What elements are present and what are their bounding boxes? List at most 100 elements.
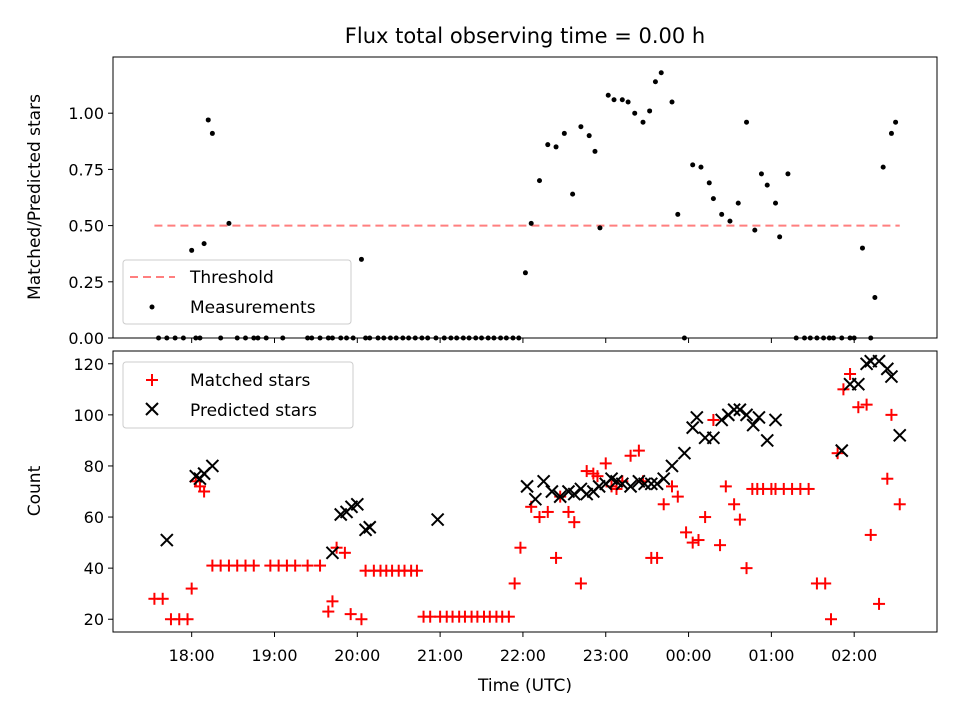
bottom-y-label: Count bbox=[25, 465, 45, 516]
predicted-point bbox=[358, 523, 373, 537]
measurement-point bbox=[485, 335, 491, 341]
predicted-point bbox=[615, 477, 630, 491]
measurement-point bbox=[325, 335, 331, 341]
matched-point bbox=[568, 516, 581, 529]
matched-point bbox=[301, 559, 314, 572]
predicted-point bbox=[205, 459, 220, 473]
predicted-point bbox=[835, 443, 849, 458]
predicted-point bbox=[363, 520, 377, 534]
matched-point bbox=[831, 447, 844, 460]
measurement-point bbox=[640, 119, 646, 125]
measurement-point bbox=[387, 335, 393, 341]
matched-point bbox=[733, 513, 746, 526]
measurement-point bbox=[830, 335, 836, 341]
measurement-point bbox=[545, 142, 551, 148]
predicted-point bbox=[553, 489, 567, 504]
measurement-point bbox=[681, 335, 687, 341]
predicted-point bbox=[685, 420, 700, 435]
predicted-point bbox=[430, 512, 445, 527]
measurement-point bbox=[597, 225, 603, 231]
measurements-legend-label: Measurements bbox=[190, 298, 316, 318]
measurement-point bbox=[473, 335, 479, 341]
predicted-point bbox=[733, 403, 747, 417]
measurement-point bbox=[344, 335, 350, 341]
matched-point bbox=[502, 610, 515, 623]
top-y-tick-label: 1.00 bbox=[68, 104, 104, 123]
matched-point bbox=[580, 465, 593, 478]
matched-point bbox=[885, 408, 898, 421]
measurement-point bbox=[821, 335, 827, 341]
measurement-point bbox=[847, 335, 853, 341]
measurement-point bbox=[570, 191, 576, 197]
measurement-point bbox=[189, 247, 195, 253]
measurement-point bbox=[839, 335, 845, 341]
bottom-plot-frame bbox=[112, 350, 938, 633]
matched-point bbox=[671, 490, 684, 503]
predicted-point bbox=[665, 459, 679, 473]
measurement-point bbox=[460, 335, 466, 341]
measurement-point bbox=[690, 162, 696, 168]
measurement-point bbox=[851, 335, 857, 341]
matched-point bbox=[355, 613, 368, 626]
matched-point bbox=[156, 592, 169, 605]
measurement-point bbox=[592, 148, 598, 154]
matched-point bbox=[881, 472, 894, 485]
matched-point bbox=[864, 528, 877, 541]
bottom-x-tick-label: 19:00 bbox=[251, 646, 297, 665]
measurement-point bbox=[419, 335, 425, 341]
bottom-legend: Matched stars Predicted stars bbox=[122, 361, 354, 429]
matched-point bbox=[185, 582, 198, 595]
predicted-legend-swatch bbox=[145, 402, 159, 416]
measurement-point bbox=[735, 200, 741, 206]
measurement-point bbox=[255, 335, 261, 341]
predicted-series bbox=[160, 354, 907, 560]
matched-point bbox=[651, 551, 664, 564]
measurement-point bbox=[807, 335, 813, 341]
measurement-point bbox=[632, 110, 638, 116]
matched-point bbox=[719, 480, 732, 493]
predicted-point bbox=[644, 477, 658, 491]
bottom-x-tick-label: 00:00 bbox=[666, 646, 712, 665]
measurement-point bbox=[197, 335, 203, 341]
predicted-point bbox=[623, 479, 638, 494]
measurement-point bbox=[498, 335, 504, 341]
measurement-point bbox=[363, 335, 369, 341]
measurement-point bbox=[263, 335, 269, 341]
measurement-point bbox=[510, 335, 516, 341]
matched-legend-swatch bbox=[146, 374, 158, 386]
measurement-point bbox=[826, 335, 832, 341]
predicted-point bbox=[752, 410, 766, 425]
top-y-tick-label: 0.25 bbox=[68, 273, 104, 292]
bottom-y-tick-label: 20 bbox=[84, 610, 104, 629]
matched-point bbox=[289, 559, 302, 572]
matched-point bbox=[338, 546, 351, 559]
x-axis-label: Time (UTC) bbox=[477, 676, 572, 696]
bottom-y-tick-label: 120 bbox=[73, 355, 104, 374]
measurement-point bbox=[218, 335, 224, 341]
matched-point bbox=[657, 498, 670, 511]
measurement-point bbox=[180, 335, 186, 341]
matched-point bbox=[893, 498, 906, 511]
matched-point bbox=[550, 551, 563, 564]
matched-point bbox=[198, 485, 211, 498]
measurement-point bbox=[868, 335, 874, 341]
matched-point bbox=[740, 562, 753, 575]
measurement-point bbox=[305, 335, 311, 341]
matched-point bbox=[632, 444, 645, 457]
top-legend: Threshold Measurements bbox=[122, 259, 352, 325]
measurement-point bbox=[698, 164, 704, 170]
matched-point bbox=[852, 401, 865, 414]
measurement-point bbox=[433, 335, 439, 341]
predicted-point bbox=[160, 533, 174, 547]
top-y-tick-label: 0.50 bbox=[68, 217, 104, 236]
measurement-point bbox=[888, 130, 894, 136]
matched-point bbox=[665, 480, 678, 493]
measurement-point bbox=[367, 335, 373, 341]
measurement-point bbox=[412, 335, 418, 341]
measurement-point bbox=[578, 124, 584, 130]
matched-point bbox=[541, 505, 554, 518]
matched-point bbox=[699, 511, 712, 524]
predicted-point bbox=[536, 474, 551, 488]
predicted-point bbox=[690, 410, 704, 425]
